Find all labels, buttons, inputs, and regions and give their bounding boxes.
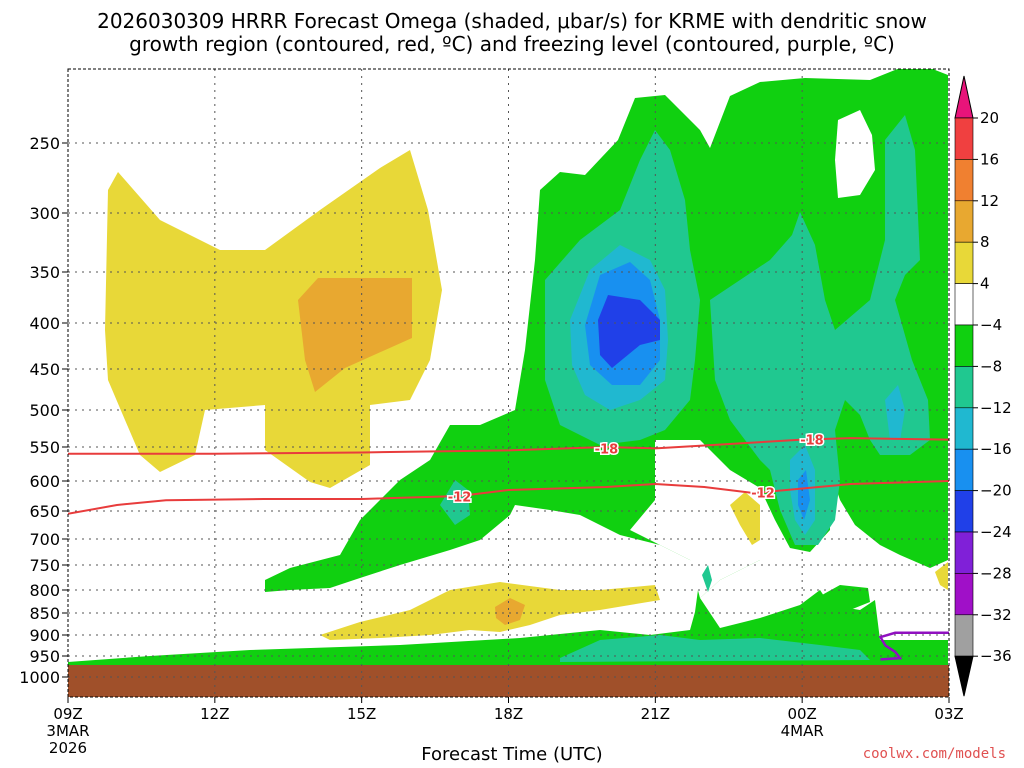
y-tick-label-450: 450 [29,360,60,379]
colorbar-label-8: −16 [980,440,1012,458]
colorbar: 20 16 12 8 4 −4 −8 −12 −16 −20 −24 −28 −32 −36 [954,75,1012,697]
x-tick-label-15Z: 15Z [347,705,376,723]
colorbar-label-10: −24 [980,523,1012,541]
colorbar-swatch-12 [954,573,974,616]
colorbar-label-6: −8 [980,357,1002,375]
colorbar-swatch-3 [954,200,974,243]
omega-fill-positive-small [730,492,760,545]
colorbar-label-3: 8 [980,233,990,251]
y-tick-label-350: 350 [29,263,60,282]
omega-fill-positive-left [105,150,442,488]
x-tick-label-03Z: 03Z [934,705,963,723]
dgz-contour--18 [68,437,949,455]
omega-fill-teal-low [560,635,870,662]
y-tick-label-800: 800 [29,581,60,600]
ground-terrain [68,665,949,697]
colorbar-swatch-2 [954,159,974,202]
colorbar-label-5: −4 [980,316,1002,334]
dgz-contour-label--12-1: -12 [751,486,775,501]
credit-text: coolwx.com/models [862,746,1006,762]
colorbar-swatch-13 [954,614,974,657]
y-tick-label-700: 700 [29,530,60,549]
colorbar-swatch-1 [954,117,974,160]
omega-fill-positive-lower [320,582,660,640]
colorbar-cap-bottom [954,655,974,697]
omega-fill-teal-small [440,480,470,525]
chart-title-line1: 2026030309 HRRR Forecast Omega (shaded, … [97,9,927,33]
colorbar-label-12: −32 [980,606,1012,624]
colorbar-label-9: −20 [980,482,1012,500]
omega-fill-blue20-right [798,470,810,520]
y-tick-label-1000: 1000 [19,668,60,687]
y-tick-label-550: 550 [29,438,60,457]
omega-fill-white-gap [835,110,875,198]
omega-fill-positive-edge [935,562,948,590]
omega-fill-blue24 [598,295,660,368]
colorbar-label-11: −28 [980,564,1012,582]
omega-fill-8-lower [495,598,525,625]
axes [67,68,950,698]
x-tick-label-12Z: 12Z [200,705,229,723]
omega-fill-8-left [298,278,412,392]
colorbar-label-0: 20 [980,109,999,127]
colorbar-swatch-8 [954,407,974,450]
colorbar-cap-top [954,75,974,119]
colorbar-label-4: 4 [980,275,990,293]
colorbar-swatch-4 [954,241,974,284]
colorbar-swatch-9 [954,448,974,491]
freezing-level-contour [878,631,949,661]
y-tick-label-850: 850 [29,604,60,623]
x-tick-date-09Z: 3MAR [46,722,89,740]
x-tick-label-00Z: 00Z [787,705,816,723]
x-tick-label-18Z: 18Z [494,705,523,723]
colorbar-label-13: −36 [980,647,1012,665]
dgz-contour-label--18-1: -18 [800,434,824,449]
colorbar-swatch-10 [954,490,974,533]
omega-fill-teal-tiny [702,565,712,592]
dgz-contour-label--12-0: -12 [448,491,472,506]
colorbar-swatch-7 [954,366,974,409]
y-tick-label-500: 500 [29,401,60,420]
contour-lines: -18 -18 -12 -12 [68,432,949,661]
omega-fill-blue16-right2 [885,385,905,440]
plot-frame [67,68,950,698]
y-axis-ticks: 250 300 350 400 450 500 550 600 650 700 750 800 850 9… [19,134,68,687]
y-tick-label-900: 900 [29,626,60,645]
x-tick-label-21Z: 21Z [641,705,670,723]
x-tick-date-00Z: 4MAR [781,722,824,740]
colorbar-swatch-6 [954,324,974,367]
dgz-contour--12 [68,480,949,515]
colorbar-label-2: 12 [980,192,999,210]
colorbar-label-7: −12 [980,399,1012,417]
omega-fill-white-gap2 [630,440,760,598]
colorbar-swatch-5 [954,283,974,326]
y-tick-label-400: 400 [29,314,60,333]
x-axis-label: Forecast Time (UTC) [421,744,603,765]
chart-title-line2: growth region (contoured, red, ºC) and f… [129,32,895,56]
dgz-contour-label--18-0: -18 [595,442,619,457]
y-tick-label-600: 600 [29,472,60,491]
y-tick-label-650: 650 [29,502,60,521]
x-tick-year-09Z: 2026 [49,739,87,757]
colorbar-label-1: 16 [980,150,999,168]
colorbar-swatch-11 [954,531,974,574]
y-tick-label-300: 300 [29,204,60,223]
omega-fill-green-isolated [822,585,870,610]
y-tick-label-950: 950 [29,647,60,666]
y-tick-label-250: 250 [29,134,60,153]
y-tick-label-750: 750 [29,556,60,575]
x-tick-label-09Z: 09Z [53,705,82,723]
